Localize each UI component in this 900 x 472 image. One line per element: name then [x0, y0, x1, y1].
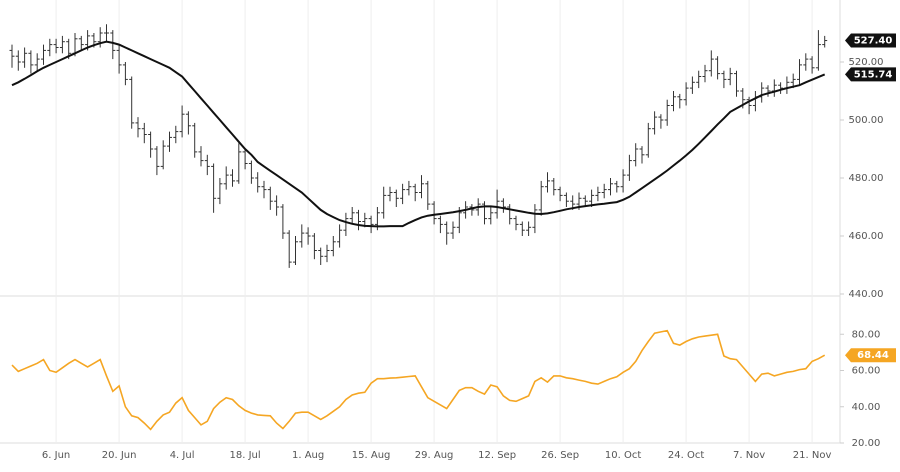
x-tick-label: 24. Oct — [668, 450, 704, 461]
ma-label: 515.74 — [854, 69, 893, 80]
ma-label-bg — [845, 67, 896, 82]
x-tick-label: 6. Jun — [42, 450, 70, 461]
indicator-line — [11, 329, 826, 431]
x-tick-label: 18. Jul — [230, 450, 261, 461]
moving-average — [11, 40, 826, 228]
x-tick-label: 26. Sep — [541, 450, 579, 461]
indicator-label: 68.44 — [857, 350, 889, 361]
indicator-label-bg — [845, 348, 896, 363]
close-label: 527.40 — [854, 36, 893, 47]
close-label-bg — [845, 33, 896, 48]
y-tick-label: 60.00 — [852, 366, 881, 377]
y-tick-label: 500.00 — [849, 115, 884, 126]
y-tick-label: 40.00 — [852, 402, 881, 413]
x-tick-label: 29. Aug — [415, 450, 454, 461]
x-tick-label: 4. Jul — [170, 450, 195, 461]
x-tick-label: 15. Aug — [352, 450, 391, 461]
y-tick-label: 520.00 — [849, 57, 884, 68]
y-tick-label: 20.00 — [852, 438, 881, 449]
y-tick-label: 440.00 — [849, 289, 884, 300]
x-tick-label: 21. Nov — [793, 450, 832, 461]
x-tick-label: 20. Jun — [102, 450, 137, 461]
y-tick-label: 460.00 — [849, 231, 884, 242]
x-tick-label: 7. Nov — [733, 450, 765, 461]
x-tick-label: 10. Oct — [605, 450, 641, 461]
y-tick-label: 80.00 — [852, 329, 881, 340]
x-tick-label: 1. Aug — [292, 450, 324, 461]
y-tick-label: 480.00 — [849, 173, 884, 184]
x-tick-label: 12. Sep — [478, 450, 516, 461]
